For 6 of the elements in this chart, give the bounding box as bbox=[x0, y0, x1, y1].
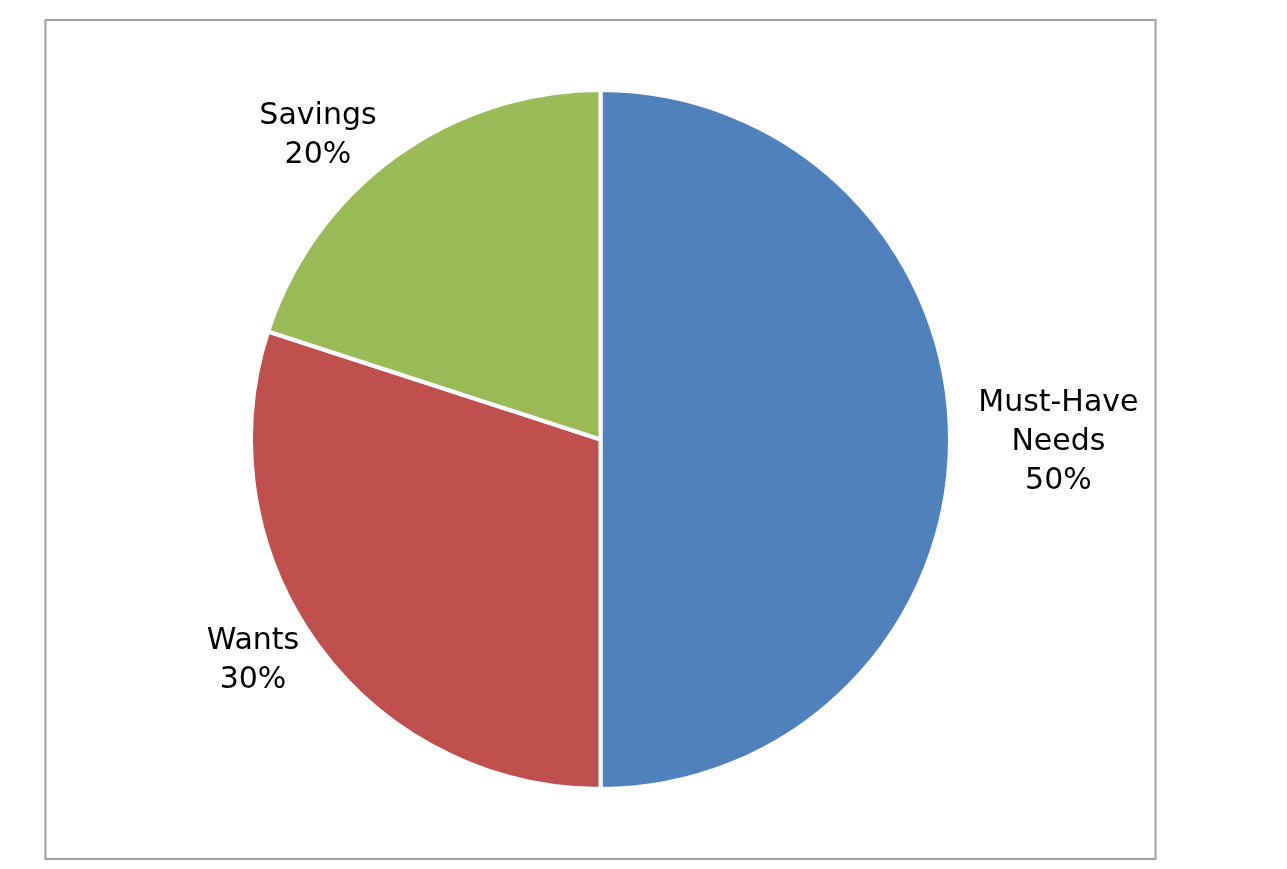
data-label: 20% bbox=[284, 134, 352, 170]
data-label: 30% bbox=[219, 659, 287, 695]
slice-label: Savings bbox=[259, 95, 377, 131]
slice-label: Must-Have Needs bbox=[978, 383, 1139, 457]
slice-label: Wants bbox=[206, 620, 300, 656]
data-label: 50% bbox=[1025, 461, 1092, 496]
